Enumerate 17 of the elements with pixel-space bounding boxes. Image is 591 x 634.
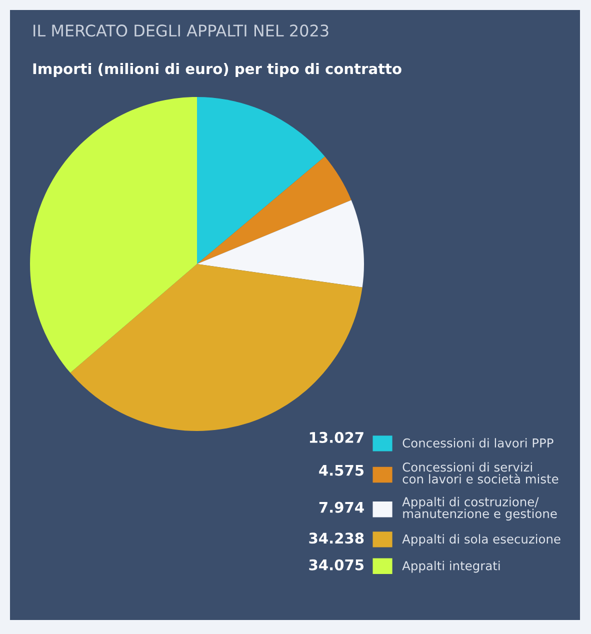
data-label: 7.974 (319, 502, 364, 513)
legend-label: Appalti integrati (402, 560, 500, 573)
data-label: 13.027 (310, 432, 364, 443)
data-label: 4.575 (319, 464, 364, 476)
legend-label: Appalti di costruzione/ manutenzione e gestione (402, 496, 557, 521)
legend-label: Concessioni di lavori PPP (402, 438, 554, 448)
pie-slice (70, 264, 362, 431)
chart-title: IL MERCATO DEGLI APPALTI NEL 2023 (34, 24, 328, 37)
pie-slice (197, 97, 325, 264)
chart-subtitle: Importi (milioni di euro) per tipo di contratto (33, 62, 402, 78)
pie-slice (197, 156, 352, 264)
data-label: 34.238 (309, 532, 364, 544)
legend-label: Concessioni di servizi con lavori e società miste (402, 462, 558, 484)
data-label: 34.075 (309, 559, 364, 570)
legend-label: Appalti di sola esecuzione (402, 534, 560, 546)
pie-slice (197, 200, 364, 288)
pie-slice (30, 97, 197, 373)
